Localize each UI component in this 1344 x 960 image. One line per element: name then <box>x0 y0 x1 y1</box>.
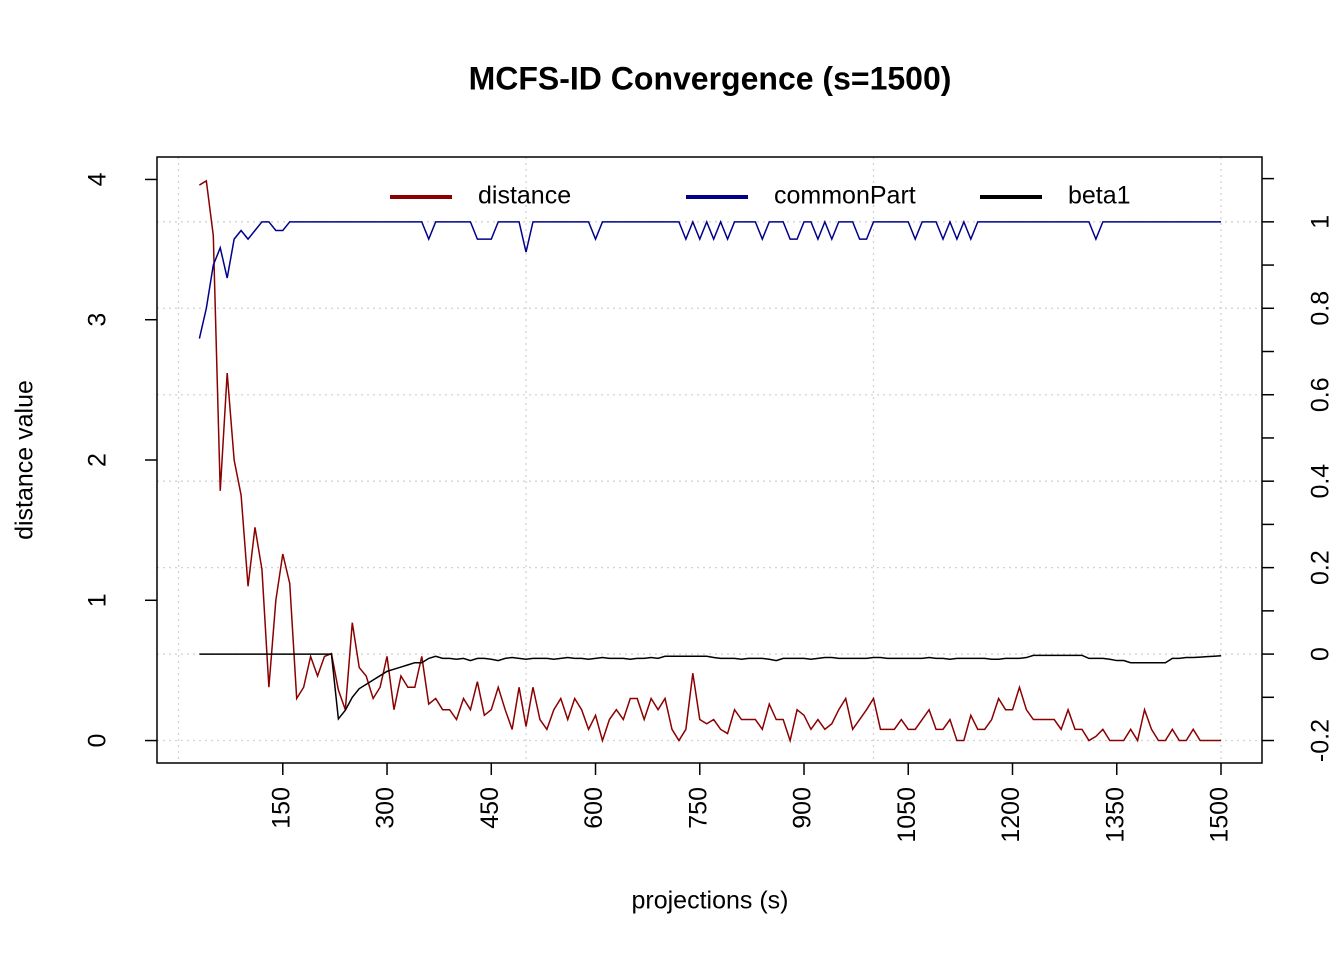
y2-tick-label: 0.4 <box>1307 464 1335 499</box>
y-tick-label: 0 <box>84 734 112 748</box>
legend-label: commonPart <box>774 182 916 210</box>
x-axis-label: projections (s) <box>632 887 789 915</box>
y2-tick-label: 0.6 <box>1307 377 1335 412</box>
y2-tick-label: -0.2 <box>1307 719 1335 762</box>
legend-label: distance <box>478 182 571 210</box>
y-tick-label: 4 <box>84 172 112 186</box>
y2-tick-label: 0 <box>1307 647 1335 661</box>
x-tick-label: 450 <box>476 787 504 829</box>
legend-label: beta1 <box>1068 182 1131 210</box>
x-tick-label: 900 <box>789 787 817 829</box>
x-tick-label: 300 <box>372 787 400 829</box>
series-line <box>199 653 1222 721</box>
x-tick-label: 1200 <box>997 787 1025 843</box>
y2-tick-label: 1 <box>1307 215 1335 229</box>
x-tick-label: 600 <box>580 787 608 829</box>
y-axis-label: distance value <box>11 380 39 540</box>
series-line <box>198 219 1221 339</box>
y2-tick-label: 0.8 <box>1307 291 1335 326</box>
y-tick-label: 2 <box>84 453 112 467</box>
x-tick-label: 1500 <box>1206 787 1234 843</box>
x-tick-label: 1050 <box>893 787 921 843</box>
x-tick-label: 750 <box>684 787 712 829</box>
chart-title: MCFS-ID Convergence (s=1500) <box>469 60 952 96</box>
y-tick-label: 3 <box>84 313 112 327</box>
series-line <box>199 179 1221 744</box>
x-tick-label: 150 <box>267 787 295 829</box>
y2-tick-label: 0.2 <box>1307 550 1335 585</box>
y-tick-label: 1 <box>84 593 112 607</box>
plot-frame <box>156 156 1263 764</box>
x-tick-label: 1350 <box>1101 787 1129 843</box>
